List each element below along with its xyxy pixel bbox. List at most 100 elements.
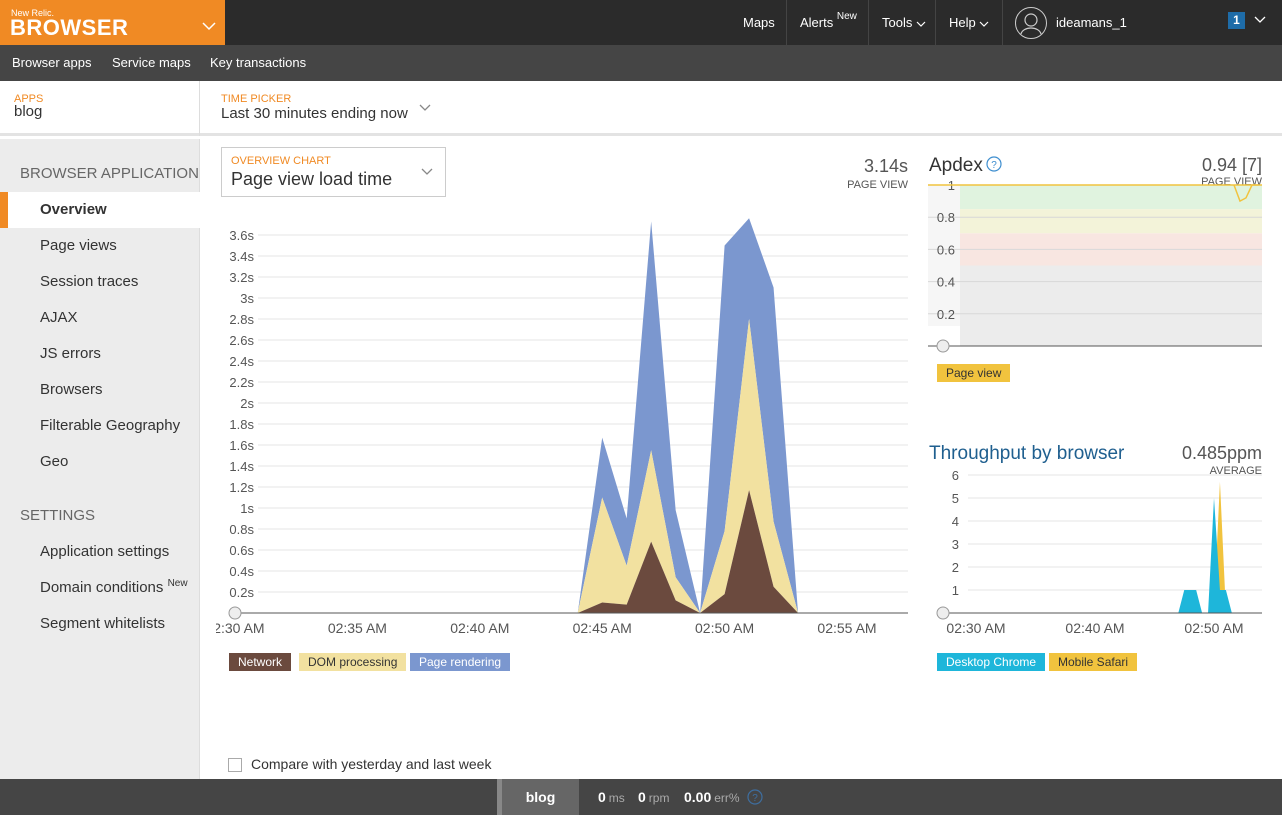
chevron-down-icon xyxy=(916,21,926,27)
y-tick-label: 1s xyxy=(240,501,254,516)
series-area-page-rendering xyxy=(577,218,799,613)
bottom-app-name[interactable]: blog xyxy=(497,779,579,815)
overview-chart-value: Page view load time xyxy=(231,169,393,189)
x-tick-label: 02:30 AM xyxy=(216,620,265,636)
legend-network[interactable]: Network xyxy=(229,653,292,671)
x-tick-label: 02:30 AM xyxy=(946,620,1005,636)
apdex-title: Apdex xyxy=(929,155,983,176)
nav-tools[interactable]: Tools xyxy=(882,0,926,45)
product-switcher[interactable]: New Relic. BROWSER xyxy=(0,0,225,45)
y-tick-label: 1.4s xyxy=(229,459,254,474)
x-tick-label: 02:55 AM xyxy=(817,620,876,636)
y-tick-label: 2.8s xyxy=(229,312,254,327)
brand-logo: BROWSER xyxy=(10,15,129,40)
nav-help-label: Help xyxy=(949,15,976,30)
legend-page-rendering[interactable]: Page rendering xyxy=(410,653,511,671)
y-tick-label: 3 xyxy=(952,537,959,552)
x-tick-label: 02:50 AM xyxy=(695,620,754,636)
throughput-metric-value: 0 xyxy=(638,789,646,805)
error-rate-value: 0.00 xyxy=(684,789,712,805)
throughput-stat-value: 0.485ppm xyxy=(1181,443,1262,463)
svg-text:?: ? xyxy=(752,793,758,804)
help-icon[interactable]: ? xyxy=(986,156,1002,172)
sidebar-item-filterable-geography[interactable]: Filterable Geography xyxy=(40,417,181,434)
compare-label: Compare with yesterday and last week xyxy=(251,756,492,772)
sidebar-item-page-views[interactable]: Page views xyxy=(40,237,117,254)
y-tick-label: 4 xyxy=(952,514,959,529)
top-bar: New Relic. BROWSER Maps Alerts New Tools… xyxy=(0,0,1282,45)
sidebar-item-browsers[interactable]: Browsers xyxy=(40,381,103,398)
subnav-browser-apps[interactable]: Browser apps xyxy=(12,55,92,70)
nav-help[interactable]: Help xyxy=(949,0,989,45)
chevron-down-icon[interactable] xyxy=(1254,15,1266,25)
scrubber-handle-icon xyxy=(936,606,950,620)
legend-desktop-chrome[interactable]: Desktop Chrome xyxy=(937,653,1046,671)
y-tick-label: 2s xyxy=(240,396,254,411)
compare-checkbox[interactable] xyxy=(228,758,242,772)
y-tick-label: 3.2s xyxy=(229,270,254,285)
x-tick-label: 02:40 AM xyxy=(450,620,509,636)
sidebar-section-settings: SETTINGS xyxy=(20,507,96,524)
sidebar-item-application-settings[interactable]: Application settings xyxy=(40,543,170,560)
bottom-status-bar: blog 0 ms 0 rpm 0.00 err% ? xyxy=(0,779,1282,815)
apdex-band-good xyxy=(960,209,1262,234)
apps-label: APPS xyxy=(14,93,44,105)
y-tick-label: 0.6 xyxy=(937,242,955,257)
overview-chart-label: OVERVIEW CHART xyxy=(231,155,331,167)
nav-divider xyxy=(786,0,787,45)
overview-chart-select[interactable]: OVERVIEW CHART Page view load time xyxy=(221,147,446,197)
nav-tools-label: Tools xyxy=(882,15,913,30)
chevron-down-icon xyxy=(421,168,433,175)
y-tick-label: 1.2s xyxy=(229,480,254,495)
y-tick-label: 5 xyxy=(952,491,959,506)
x-tick-label: 02:40 AM xyxy=(1065,620,1124,636)
y-tick-label: 6 xyxy=(952,468,959,483)
response-time-unit: ms xyxy=(608,791,625,805)
sidebar-item-js-errors[interactable]: JS errors xyxy=(40,345,101,362)
throughput-metric-unit: rpm xyxy=(648,791,670,805)
nav-maps[interactable]: Maps xyxy=(743,15,775,30)
help-icon[interactable]: ? xyxy=(747,789,763,805)
y-tick-label: 0.4 xyxy=(937,275,955,290)
sidebar-item-overview[interactable]: Overview xyxy=(0,192,200,228)
account-badge[interactable]: 1 xyxy=(1228,12,1245,29)
chevron-down-icon[interactable] xyxy=(419,103,431,113)
y-tick-label: 2.6s xyxy=(229,333,254,348)
y-tick-label: 0.2 xyxy=(937,307,955,322)
y-tick-label: 2.2s xyxy=(229,375,254,390)
legend-dom-processing[interactable]: DOM processing xyxy=(299,653,407,671)
time-picker[interactable]: TIME PICKER Last 30 minutes ending now xyxy=(200,81,440,136)
user-menu[interactable]: ideamans_1 xyxy=(1056,15,1127,30)
apps-value: blog xyxy=(14,103,43,120)
apdex-series-line xyxy=(1233,184,1258,203)
y-tick-label: 2 xyxy=(952,560,959,575)
x-tick-label: 02:45 AM xyxy=(573,620,632,636)
subnav-key-transactions[interactable]: Key transactions xyxy=(210,55,307,70)
nav-alerts-label: Alerts xyxy=(800,15,834,30)
time-picker-value: Last 30 minutes ending now xyxy=(221,105,408,122)
apdex-stat-value: 0.94 [7] xyxy=(1201,155,1262,175)
overview-stat-value: 3.14s xyxy=(863,156,908,176)
sidebar-item-geo[interactable]: Geo xyxy=(40,453,69,470)
nav-alerts[interactable]: Alerts New xyxy=(800,0,857,45)
sidebar-item-segment-whitelists[interactable]: Segment whitelists xyxy=(40,615,166,632)
x-tick-label: 02:35 AM xyxy=(328,620,387,636)
sidebar-item-ajax[interactable]: AJAX xyxy=(40,309,78,326)
y-tick-label: 0.8 xyxy=(937,210,955,225)
nav-divider xyxy=(868,0,869,45)
sidebar-item-domain-conditions[interactable]: Domain conditions New xyxy=(0,570,200,606)
subnav-service-maps[interactable]: Service maps xyxy=(112,55,191,70)
app-selector[interactable]: APPS blog xyxy=(0,81,200,136)
legend-mobile-safari[interactable]: Mobile Safari xyxy=(1049,653,1138,671)
y-tick-label: 2.4s xyxy=(229,354,254,369)
nav-divider xyxy=(935,0,936,45)
throughput-chart: 1 2 3 4 5 6 02:30 AM 02:40 AM 02:50 AM xyxy=(936,468,1262,636)
legend-page-view[interactable]: Page view xyxy=(937,364,1011,382)
series-area-desktop-chrome xyxy=(1178,498,1232,613)
apdex-band-poor xyxy=(960,265,1262,346)
y-tick-label: 0.2s xyxy=(229,585,254,600)
sidebar-item-session-traces[interactable]: Session traces xyxy=(40,273,139,290)
y-tick-label: 0.8s xyxy=(229,522,254,537)
user-avatar-icon[interactable] xyxy=(1015,7,1047,39)
overview-stat-label: PAGE VIEW xyxy=(847,179,908,191)
